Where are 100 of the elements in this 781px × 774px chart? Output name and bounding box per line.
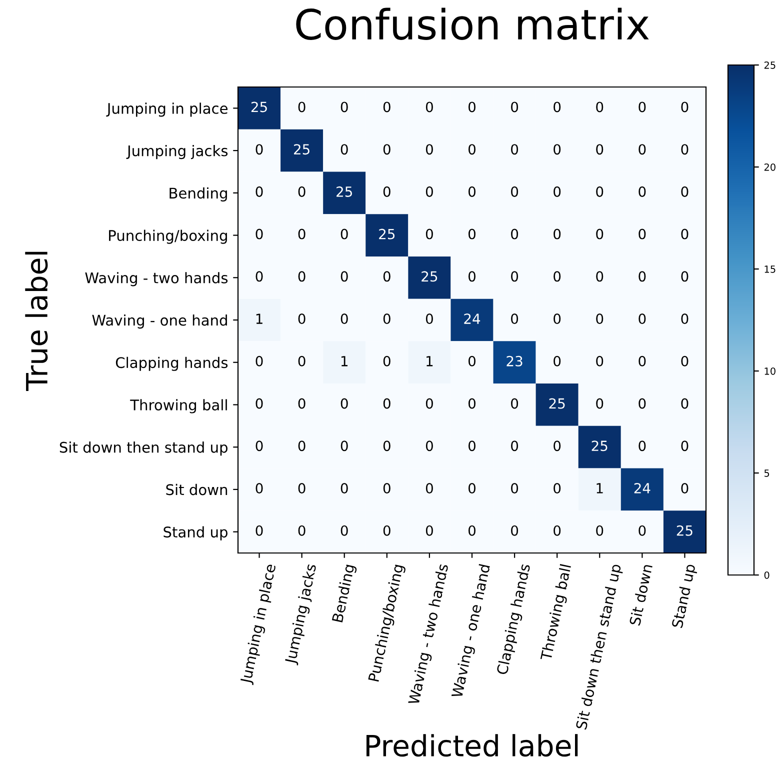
data-label: 0: [426, 314, 433, 324]
y-tick-label: Jumping jacks: [126, 145, 228, 160]
data-label: 0: [468, 482, 476, 494]
data-label: 0: [511, 440, 518, 452]
data-label: 0: [638, 228, 646, 240]
data-label: 25: [336, 186, 352, 197]
data-label: 0: [256, 482, 263, 494]
data-label: 0: [681, 440, 688, 452]
data-label: 0: [638, 356, 646, 366]
data-label: 0: [383, 314, 390, 324]
data-label: 0: [596, 314, 604, 324]
data-label: 0: [298, 228, 306, 240]
data-label: 0: [340, 482, 348, 494]
data-label: 0: [383, 482, 390, 494]
data-label: 0: [426, 186, 433, 197]
data-label: 0: [468, 102, 476, 112]
data-label: 25: [379, 228, 395, 240]
data-label: 0: [298, 398, 306, 409]
data-label: 0: [256, 228, 263, 240]
data-label: 1: [426, 356, 433, 366]
data-label: 0: [298, 314, 306, 324]
data-label: 0: [554, 186, 561, 197]
data-label: 25: [251, 102, 267, 112]
data-label: 0: [554, 440, 561, 452]
data-label: 1: [256, 314, 262, 324]
data-label: 0: [468, 440, 476, 452]
data-label: 0: [511, 525, 518, 536]
data-label: 0: [340, 102, 348, 112]
data-label: 0: [340, 525, 348, 536]
data-label: 0: [511, 144, 518, 155]
data-label: 0: [383, 356, 390, 366]
data-label: 0: [383, 144, 390, 155]
y-tick-label: Throwing ball: [130, 399, 227, 414]
data-label: 0: [596, 525, 604, 536]
data-label: 0: [340, 440, 348, 452]
data-label: 0: [554, 271, 561, 282]
data-label: 0: [596, 356, 604, 366]
data-label: 0: [426, 525, 433, 536]
data-label: 25: [592, 440, 608, 452]
data-label: 25: [549, 398, 565, 409]
x-tick-label: Jumping jacks: [284, 563, 320, 666]
data-label: 0: [298, 271, 306, 282]
data-label: 0: [468, 228, 476, 240]
data-label: 23: [506, 356, 522, 366]
data-label: 1: [596, 483, 603, 494]
y-tick-label: Stand up: [164, 526, 228, 540]
data-label: 0: [596, 271, 604, 282]
data-label: 0: [638, 271, 646, 282]
color-bar-label: 0: [764, 571, 770, 579]
data-label: 0: [340, 398, 348, 409]
data-label: 0: [554, 102, 561, 112]
data-label: 0: [256, 525, 263, 536]
data-label: 24: [634, 482, 650, 494]
data-label: 0: [426, 144, 433, 155]
data-label: 0: [638, 398, 646, 409]
data-label: 0: [638, 144, 646, 155]
data-label: 0: [256, 398, 263, 409]
data-label: 0: [638, 102, 646, 112]
x-tick-label: Waving - one hand: [451, 564, 493, 699]
y-tick-label: Bending: [170, 187, 227, 202]
data-label: 0: [383, 271, 390, 282]
data-label: 0: [383, 186, 390, 197]
data-label: 0: [596, 228, 604, 240]
data-label: 25: [422, 271, 438, 282]
data-label: 0: [426, 398, 433, 409]
data-label: 0: [638, 314, 646, 324]
data-label: 0: [383, 102, 390, 112]
data-label: 0: [638, 440, 646, 452]
y-tick-label: Waving - one hand: [92, 314, 227, 329]
color-bar-label: 5: [764, 470, 770, 477]
data-label: 0: [681, 314, 688, 324]
data-label: 0: [298, 440, 306, 452]
x-tick-label: Bending: [332, 564, 358, 623]
y-tick-label: Clapping hands: [116, 356, 228, 371]
data-label: 24: [464, 314, 480, 324]
data-label: 0: [468, 525, 476, 536]
data-label: 0: [511, 228, 518, 240]
data-label: 0: [426, 228, 433, 240]
data-label: 0: [256, 440, 263, 452]
data-label: 0: [298, 482, 306, 494]
data-label: 0: [383, 440, 390, 452]
y-axis-title: True label: [25, 252, 48, 391]
y-tick-label: Sit down: [166, 484, 228, 496]
data-label: 0: [383, 398, 390, 409]
x-tick-label: Waving - two hands: [408, 563, 452, 706]
data-label: 0: [554, 525, 561, 536]
data-label: 0: [383, 525, 390, 536]
y-tick-label: Sit down then stand up: [60, 442, 228, 456]
x-tick-label: Stand up: [671, 564, 698, 629]
data-label: 0: [681, 228, 688, 240]
data-label: 0: [554, 144, 561, 155]
data-label: 0: [681, 102, 688, 112]
data-label: 0: [681, 144, 688, 155]
color-bar-label: 25: [764, 61, 776, 69]
data-label: 0: [468, 271, 476, 282]
data-label: 0: [511, 398, 518, 409]
data-label: 0: [681, 482, 688, 494]
data-label: 0: [638, 525, 646, 536]
color-bar-label: 20: [764, 163, 776, 171]
data-label: 25: [676, 525, 692, 536]
